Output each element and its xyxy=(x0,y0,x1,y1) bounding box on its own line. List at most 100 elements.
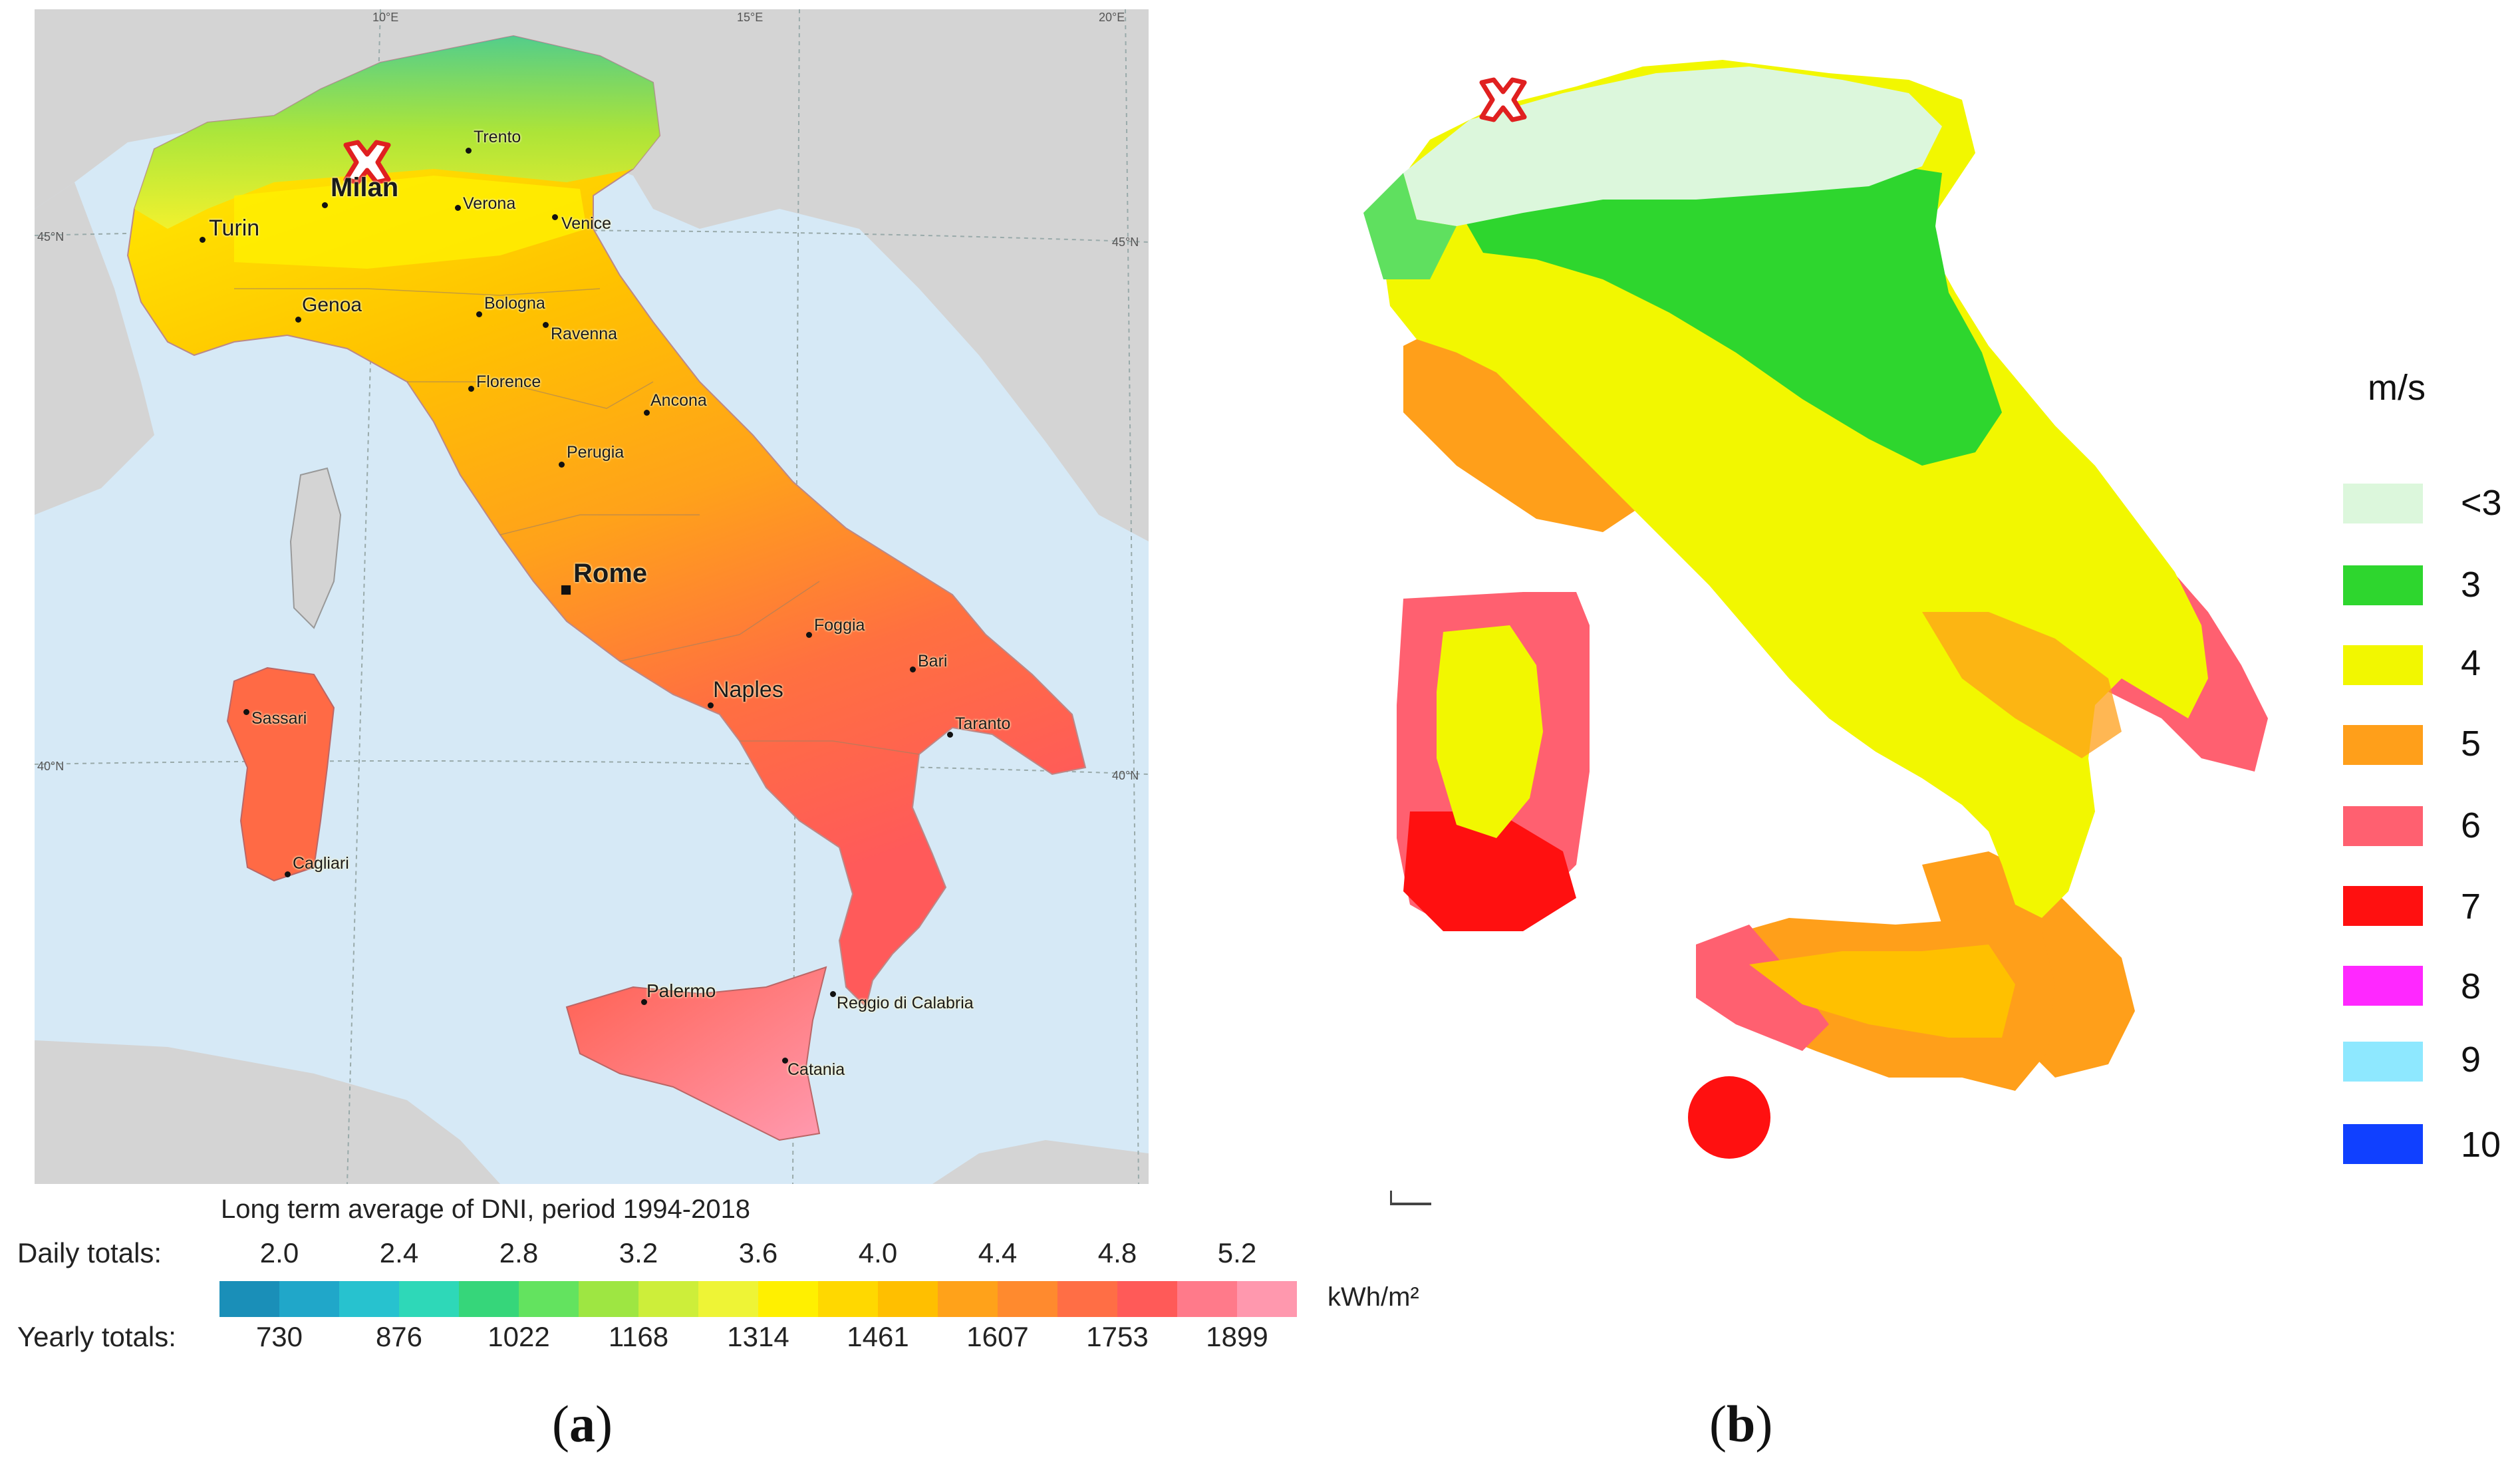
scale-bar-tick xyxy=(1390,1191,1392,1205)
colorbar-segment xyxy=(938,1281,998,1317)
sicily xyxy=(565,966,827,1141)
panel-b-caption: (b) xyxy=(1709,1395,1773,1453)
wind-label-10: 10 xyxy=(2461,1125,2501,1165)
daily-value: 2.8 xyxy=(499,1237,539,1268)
balkans-land xyxy=(859,209,1149,541)
daily-value: 4.4 xyxy=(978,1237,1018,1268)
colorbar-segment xyxy=(279,1281,339,1317)
wind-swatch-9 xyxy=(2343,1042,2423,1082)
colorbar-segment xyxy=(1237,1281,1297,1317)
wind-label-6: 6 xyxy=(2461,806,2481,845)
city-label-rome: Rome xyxy=(573,559,648,588)
colorbar-segment xyxy=(698,1281,758,1317)
wind-swatch-4 xyxy=(2343,645,2423,685)
alps-band xyxy=(134,36,660,229)
green-inland xyxy=(1457,160,2002,466)
colorbar-segment xyxy=(459,1281,519,1317)
grat-label-20e: 20°E xyxy=(1099,11,1125,24)
city-dot xyxy=(641,999,647,1005)
wind-label-7: 7 xyxy=(2461,887,2481,927)
city-label-turin: Turin xyxy=(209,216,260,241)
city-dot xyxy=(947,732,953,738)
city-label-taranto: Taranto xyxy=(955,714,1011,733)
site-marker-icon xyxy=(343,140,391,185)
sardinia-wind xyxy=(1437,625,1543,838)
dni-colorbar xyxy=(219,1281,1297,1317)
wind-swatch-10 xyxy=(2343,1124,2423,1164)
colorbar-segment xyxy=(878,1281,938,1317)
city-dot-capital xyxy=(561,585,571,595)
city-label-perugia: Perugia xyxy=(567,443,625,462)
grat-label-40n-left: 40°N xyxy=(37,760,65,773)
grat-label-40n-right: 40°N xyxy=(1112,769,1139,782)
wind-label-lt3: <3 xyxy=(2461,483,2502,523)
north-light-area xyxy=(1403,67,1942,226)
yearly-value: 1753 xyxy=(1086,1321,1149,1352)
yearly-value: 1168 xyxy=(608,1321,669,1352)
wind-swatch-5 xyxy=(2343,725,2423,765)
wind-label-9: 9 xyxy=(2461,1040,2481,1080)
city-dot xyxy=(466,148,472,154)
colorbar-segment xyxy=(579,1281,638,1317)
yearly-value: 876 xyxy=(375,1321,423,1352)
city-dot xyxy=(806,632,812,638)
yearly-value: 1461 xyxy=(847,1321,909,1352)
po-valley xyxy=(234,176,587,269)
city-dot xyxy=(910,666,916,672)
colorbar-segment xyxy=(399,1281,459,1317)
city-label-venice: Venice xyxy=(561,214,612,233)
panel-a-caption: (a) xyxy=(552,1395,613,1453)
site-marker-icon xyxy=(1479,77,1527,122)
city-label-palermo: Palermo xyxy=(646,980,716,1001)
colorbar-segment xyxy=(1117,1281,1177,1317)
grat-label-10e: 10°E xyxy=(372,11,399,24)
daily-totals-label: Daily totals: xyxy=(17,1237,162,1268)
wind-label-4: 4 xyxy=(2461,643,2481,683)
city-dot xyxy=(243,709,249,715)
city-label-trento: Trento xyxy=(474,128,521,146)
city-label-bologna: Bologna xyxy=(484,294,545,313)
city-label-reggio-di-calabria: Reggio di Calabria xyxy=(837,994,974,1012)
daily-value: 2.4 xyxy=(379,1237,419,1268)
sicily-wind xyxy=(1749,945,2015,1038)
daily-value: 3.2 xyxy=(619,1237,658,1268)
city-label-catania: Catania xyxy=(787,1060,845,1079)
scale-bar xyxy=(1390,1203,1431,1205)
city-dot xyxy=(476,311,482,317)
neighbour-land-west xyxy=(35,182,154,515)
city-label-verona: Verona xyxy=(463,194,516,213)
colorbar-segment xyxy=(519,1281,579,1317)
grat-label-45n-left: 45°N xyxy=(37,230,65,243)
daily-value: 4.8 xyxy=(1097,1237,1137,1268)
colorbar-segment xyxy=(758,1281,818,1317)
city-label-foggia: Foggia xyxy=(814,616,865,635)
colorbar-segment xyxy=(1057,1281,1117,1317)
africa-east xyxy=(932,1140,1149,1184)
dni-unit-label: kWh/m² xyxy=(1328,1282,1419,1312)
sicily-west-band xyxy=(1696,925,1829,1051)
city-dot xyxy=(552,214,558,220)
colorbar-segment xyxy=(339,1281,399,1317)
grat-label-15e: 15°E xyxy=(737,11,764,24)
wind-swatch-3 xyxy=(2343,565,2423,605)
colorbar-segment xyxy=(219,1281,279,1317)
yearly-value: 1899 xyxy=(1206,1321,1268,1352)
yearly-value: 1314 xyxy=(727,1321,789,1352)
city-label-naples: Naples xyxy=(713,677,783,702)
city-dot xyxy=(295,317,301,323)
daily-value: 4.0 xyxy=(858,1237,898,1268)
wind-map-svg xyxy=(1363,60,2268,1159)
dni-legend-title: Long term average of DNI, period 1994-20… xyxy=(221,1195,751,1224)
south-interior-orange xyxy=(1922,612,2122,758)
city-label-florence: Florence xyxy=(476,372,541,391)
grat-label-45n-right: 45°N xyxy=(1112,235,1139,249)
sardinia-south-band xyxy=(1403,811,1576,931)
city-dot xyxy=(468,386,474,392)
wind-swatch-8 xyxy=(2343,966,2423,1006)
daily-value: 5.2 xyxy=(1217,1237,1257,1268)
wind-swatch-7 xyxy=(2343,886,2423,926)
colorbar-segment xyxy=(638,1281,698,1317)
city-dot xyxy=(559,462,565,468)
north-africa xyxy=(35,1040,500,1184)
yearly-value: 730 xyxy=(255,1321,303,1352)
